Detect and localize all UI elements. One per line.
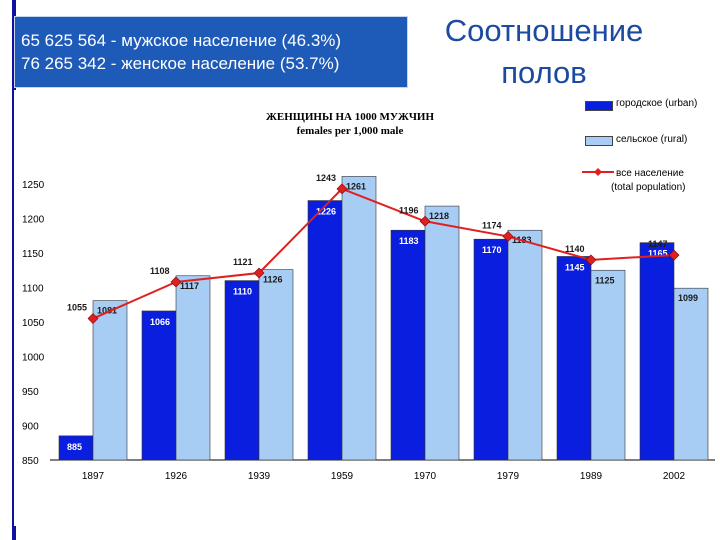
chart-subtitle: females per 1,000 male (296, 125, 404, 137)
legend-total-marker (582, 168, 614, 176)
legend-total-label-1: все население (616, 168, 684, 179)
legend-rural-label: сельское (rural) (616, 134, 688, 145)
legend-rural-swatch (585, 136, 613, 146)
population-stats-box: 65 625 564 - мужское население (46.3%) 7… (14, 16, 408, 88)
chart-title-main: ЖЕНЩИНЫ НА 1000 МУЖЧИН (265, 111, 435, 123)
male-population-text: 65 625 564 - мужское население (46.3%) (21, 31, 342, 50)
chart-title: ЖЕНЩИНЫ НА 1000 МУЖЧИН females per 1,000… (240, 110, 460, 138)
slide-title-line1: Соотношение (444, 13, 644, 48)
female-population-text: 76 265 342 - женское население (53.7%) (21, 54, 340, 73)
legend-urban-swatch (585, 101, 613, 111)
legend-total-label-2: (total population) (611, 182, 686, 193)
slide-title-line2: полов (501, 55, 587, 90)
slide-title: Соотношение полов (410, 10, 678, 94)
chart-area (14, 90, 718, 526)
legend-urban-label: городское (urban) (616, 98, 698, 109)
